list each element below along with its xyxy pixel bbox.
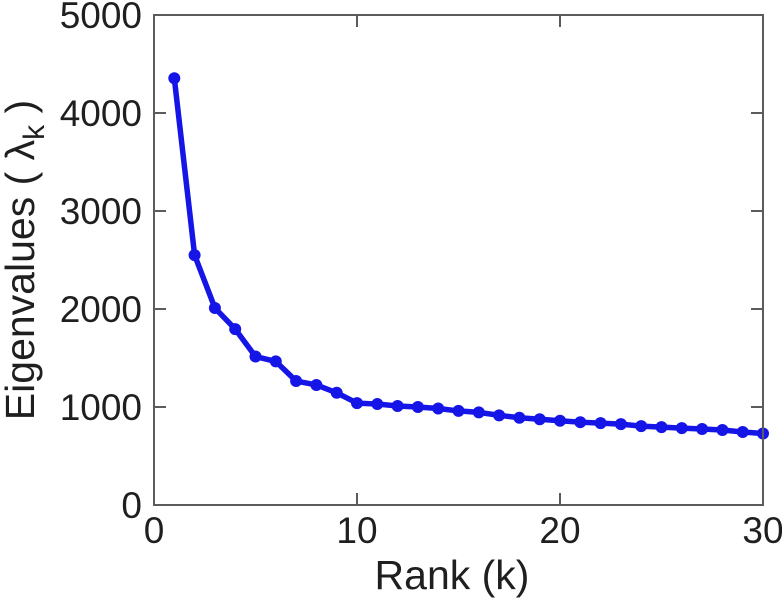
data-point xyxy=(675,422,688,435)
data-point xyxy=(513,411,526,424)
data-point xyxy=(188,249,201,262)
x-axis-title: Rank (k) xyxy=(375,552,530,598)
eigenvalue-curve xyxy=(171,75,766,437)
y-axis-title: Eigenvalues ( λk ) xyxy=(0,100,51,420)
x-tick-label: 10 xyxy=(336,510,377,551)
data-point xyxy=(391,400,404,413)
data-point xyxy=(716,424,729,437)
data-point xyxy=(249,350,262,363)
y-axis-title-prefix: Eigenvalues ( xyxy=(0,160,43,420)
data-point xyxy=(554,414,566,427)
x-tick-label: 30 xyxy=(742,510,782,551)
data-point xyxy=(411,401,424,413)
data-point xyxy=(452,404,465,417)
y-tick-label: 0 xyxy=(121,485,142,526)
data-point xyxy=(614,418,627,431)
data-point xyxy=(330,386,343,399)
plot-area-border xyxy=(153,14,764,506)
data-point xyxy=(269,355,282,368)
data-point xyxy=(168,72,181,85)
y-tick-label: 2000 xyxy=(60,289,142,330)
data-point xyxy=(432,402,445,415)
y-axis-title-suffix: ) xyxy=(0,100,43,125)
y-tick-label: 3000 xyxy=(60,191,142,232)
y-axis-title-subscript: k xyxy=(18,124,51,140)
x-tick-label: 20 xyxy=(539,510,580,551)
data-point xyxy=(655,421,668,434)
lambda-symbol: λ xyxy=(0,139,43,160)
data-point xyxy=(229,323,242,336)
data-point xyxy=(635,420,648,433)
data-point xyxy=(290,375,303,388)
data-point xyxy=(594,417,607,430)
data-point xyxy=(371,398,384,411)
data-point xyxy=(696,423,709,436)
data-point xyxy=(736,425,749,438)
x-tick-label: 0 xyxy=(144,510,165,551)
data-point xyxy=(208,302,221,315)
y-tick-label: 4000 xyxy=(60,93,142,134)
data-point xyxy=(310,378,323,391)
data-point xyxy=(493,409,506,422)
data-point xyxy=(574,416,587,429)
data-point xyxy=(351,397,363,410)
data-point xyxy=(533,413,546,426)
y-tick-label: 1000 xyxy=(60,387,142,428)
data-point xyxy=(472,406,485,419)
plot-layer: 0 10 20 30 0 1000 2000 3000 4000 5000 xyxy=(60,0,782,551)
y-tick-label: 5000 xyxy=(60,0,142,36)
